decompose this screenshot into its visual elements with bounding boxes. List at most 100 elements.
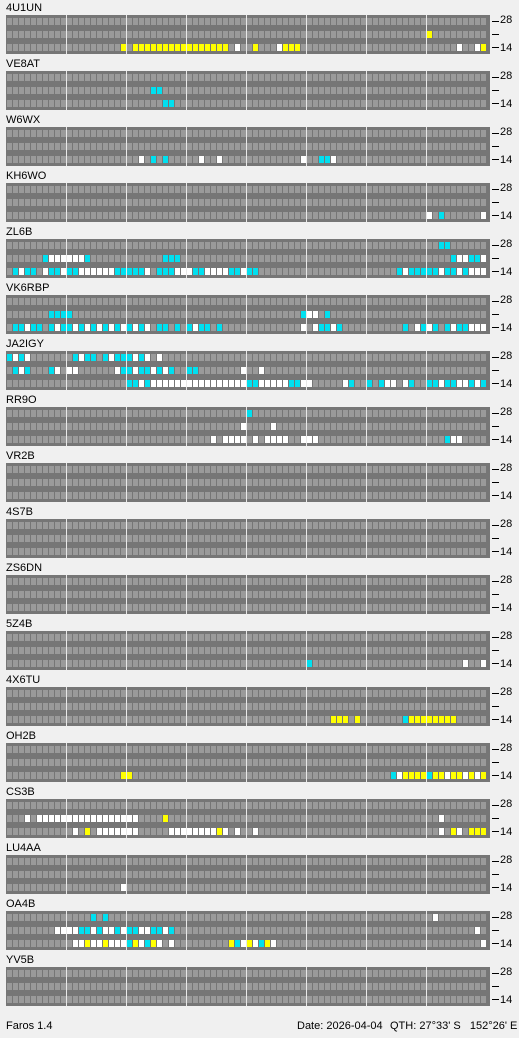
signal-cell	[301, 983, 306, 990]
signal-cell	[103, 423, 108, 430]
signal-cell	[253, 311, 258, 318]
signal-cell	[379, 354, 384, 361]
signal-cell	[127, 940, 132, 947]
signal-cell	[373, 74, 378, 81]
signal-cell	[157, 996, 162, 1003]
signal-cell	[367, 548, 372, 555]
signal-cell	[85, 772, 90, 779]
signal-cell	[121, 410, 126, 417]
signal-cell	[139, 492, 144, 499]
signal-cell	[247, 983, 252, 990]
axis-tick	[492, 34, 499, 35]
signal-cell	[463, 647, 468, 654]
hour-gridline	[366, 351, 367, 390]
signal-cell	[337, 212, 342, 219]
signal-cell	[31, 647, 36, 654]
signal-cell	[325, 18, 330, 25]
signal-cell	[337, 690, 342, 697]
signal-cell	[205, 983, 210, 990]
signal-cell	[271, 367, 276, 374]
signal-cell	[235, 311, 240, 318]
signal-cell	[283, 716, 288, 723]
signal-cell	[301, 690, 306, 697]
signal-cell	[97, 690, 102, 697]
signal-cell	[337, 298, 342, 305]
signal-cell	[451, 591, 456, 598]
signal-cell	[271, 255, 276, 262]
signal-cell	[433, 87, 438, 94]
signal-cell	[457, 44, 462, 51]
signal-cell	[421, 858, 426, 865]
signal-cell	[241, 479, 246, 486]
signal-cell	[421, 324, 426, 331]
signal-cell	[433, 716, 438, 723]
signal-cell	[421, 996, 426, 1003]
signal-cell	[115, 578, 120, 585]
signal-cell	[247, 884, 252, 891]
signal-cell	[283, 18, 288, 25]
signal-cell	[289, 380, 294, 387]
signal-cell	[229, 410, 234, 417]
signal-cell	[373, 772, 378, 779]
signal-cell	[247, 100, 252, 107]
signal-cell	[379, 199, 384, 206]
axis-tick	[492, 327, 499, 328]
signal-cell	[331, 634, 336, 641]
signal-cell	[277, 466, 282, 473]
signal-cell	[67, 802, 72, 809]
signal-cell	[481, 703, 486, 710]
signal-cell	[55, 410, 60, 417]
signal-cell	[421, 199, 426, 206]
signal-cell	[85, 927, 90, 934]
signal-cell	[97, 522, 102, 529]
signal-cell	[265, 647, 270, 654]
signal-cell	[103, 578, 108, 585]
signal-cell	[349, 186, 354, 193]
signal-cell	[469, 44, 474, 51]
hour-gridline	[426, 743, 427, 782]
signal-cell	[391, 940, 396, 947]
signal-cell	[265, 871, 270, 878]
hour-gridline	[126, 183, 127, 222]
signal-cell	[55, 591, 60, 598]
signal-cell	[433, 772, 438, 779]
signal-cell	[457, 660, 462, 667]
signal-cell	[451, 871, 456, 878]
signal-cell	[55, 492, 60, 499]
signal-cell	[25, 940, 30, 947]
hour-gridline	[366, 855, 367, 894]
signal-cell	[19, 130, 24, 137]
signal-cell	[37, 914, 42, 921]
signal-cell	[73, 815, 78, 822]
signal-cell	[325, 996, 330, 1003]
signal-cell	[79, 324, 84, 331]
signal-cell	[151, 660, 156, 667]
signal-cell	[229, 858, 234, 865]
axis-label-top: 28	[500, 294, 513, 306]
signal-cell	[319, 74, 324, 81]
signal-cell	[169, 74, 174, 81]
signal-cell	[427, 772, 432, 779]
signal-cell	[241, 298, 246, 305]
signal-cell	[229, 268, 234, 275]
signal-cell	[355, 18, 360, 25]
signal-cell	[445, 604, 450, 611]
signal-cell	[25, 143, 30, 150]
signal-cell	[337, 380, 342, 387]
signal-cell	[313, 522, 318, 529]
signal-cell	[205, 858, 210, 865]
signal-cell	[67, 914, 72, 921]
signal-cell	[337, 199, 342, 206]
signal-cell	[37, 354, 42, 361]
signal-cell	[217, 212, 222, 219]
signal-cell	[85, 591, 90, 598]
signal-cell	[253, 858, 258, 865]
signal-cell	[151, 423, 156, 430]
signal-cell	[217, 983, 222, 990]
signal-cell	[451, 324, 456, 331]
signal-cell	[61, 100, 66, 107]
signal-cell	[73, 423, 78, 430]
signal-cell	[193, 802, 198, 809]
signal-cell	[61, 996, 66, 1003]
signal-cell	[181, 100, 186, 107]
